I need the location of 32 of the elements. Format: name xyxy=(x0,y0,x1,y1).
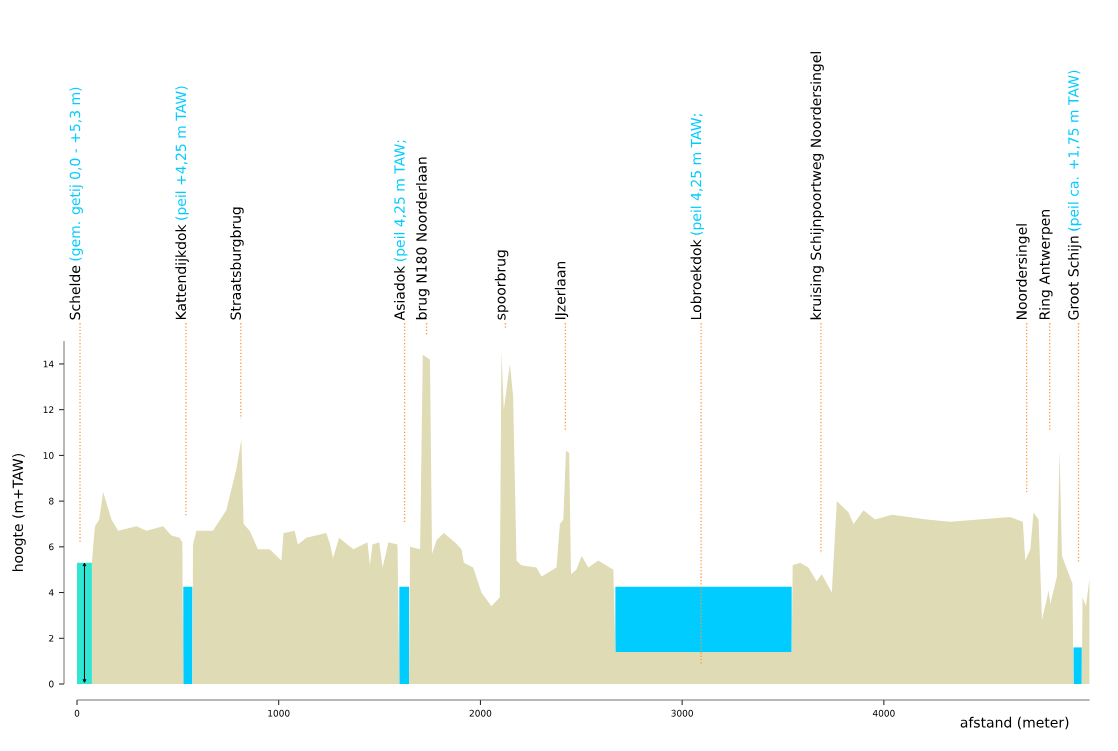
text: (peil ca. +1,75 m TAW) xyxy=(1067,70,1082,231)
ref-line-label: IJzerlaan xyxy=(554,261,569,320)
ref-line-label: kruising Schijnpoortweg Noordersingel xyxy=(810,52,824,320)
ref-line-label: Lobroekdok xyxy=(690,239,702,320)
y-tick-label: 4 xyxy=(48,589,54,596)
y-tick-label: 12 xyxy=(43,406,54,413)
y-tick-label: 14 xyxy=(43,360,54,368)
y-tick-label: 0 xyxy=(49,680,54,688)
text: (peil 4,25 m TAW; xyxy=(393,140,408,262)
ref-line-label: Straatsburgbrug xyxy=(230,207,244,320)
x-tick-label: 1000 xyxy=(268,709,290,717)
y-tick-label: 8 xyxy=(49,497,54,505)
x-tick-label: 3000 xyxy=(671,709,693,717)
ref-line-label: Asiadok xyxy=(393,265,405,321)
ref-line-label: Kattendijkdok xyxy=(175,224,189,320)
y-tick-label: 2 xyxy=(49,634,54,642)
ref-line-label: Groot Schijn xyxy=(1067,236,1082,320)
ref-line-label: brug N180 Noorderlaan xyxy=(415,157,430,320)
ref-line-label: Ring Antwerpen xyxy=(1039,210,1053,320)
text: (peil 4,25 m TAW; xyxy=(690,114,705,235)
x-axis-title: afstand (meter) xyxy=(960,716,1069,730)
ref-line-label: Noordersingel xyxy=(1016,224,1030,320)
ref-line-label: Schelde xyxy=(69,265,81,320)
x-tick-label: 0 xyxy=(74,709,80,717)
y-tick-label: 10 xyxy=(43,452,54,459)
text: (peil +4,25 m TAW) xyxy=(175,86,189,220)
x-tick-label: 2000 xyxy=(469,709,492,717)
text: (gem. getij 0,0 - +5,3 m) xyxy=(69,87,83,261)
ref-line-label: spoorbrug xyxy=(494,250,509,320)
y-axis-title: hoogte (m+TAW) xyxy=(12,454,26,571)
x-tick-label: 4000 xyxy=(872,709,895,717)
y-tick-label: 6 xyxy=(49,543,54,551)
